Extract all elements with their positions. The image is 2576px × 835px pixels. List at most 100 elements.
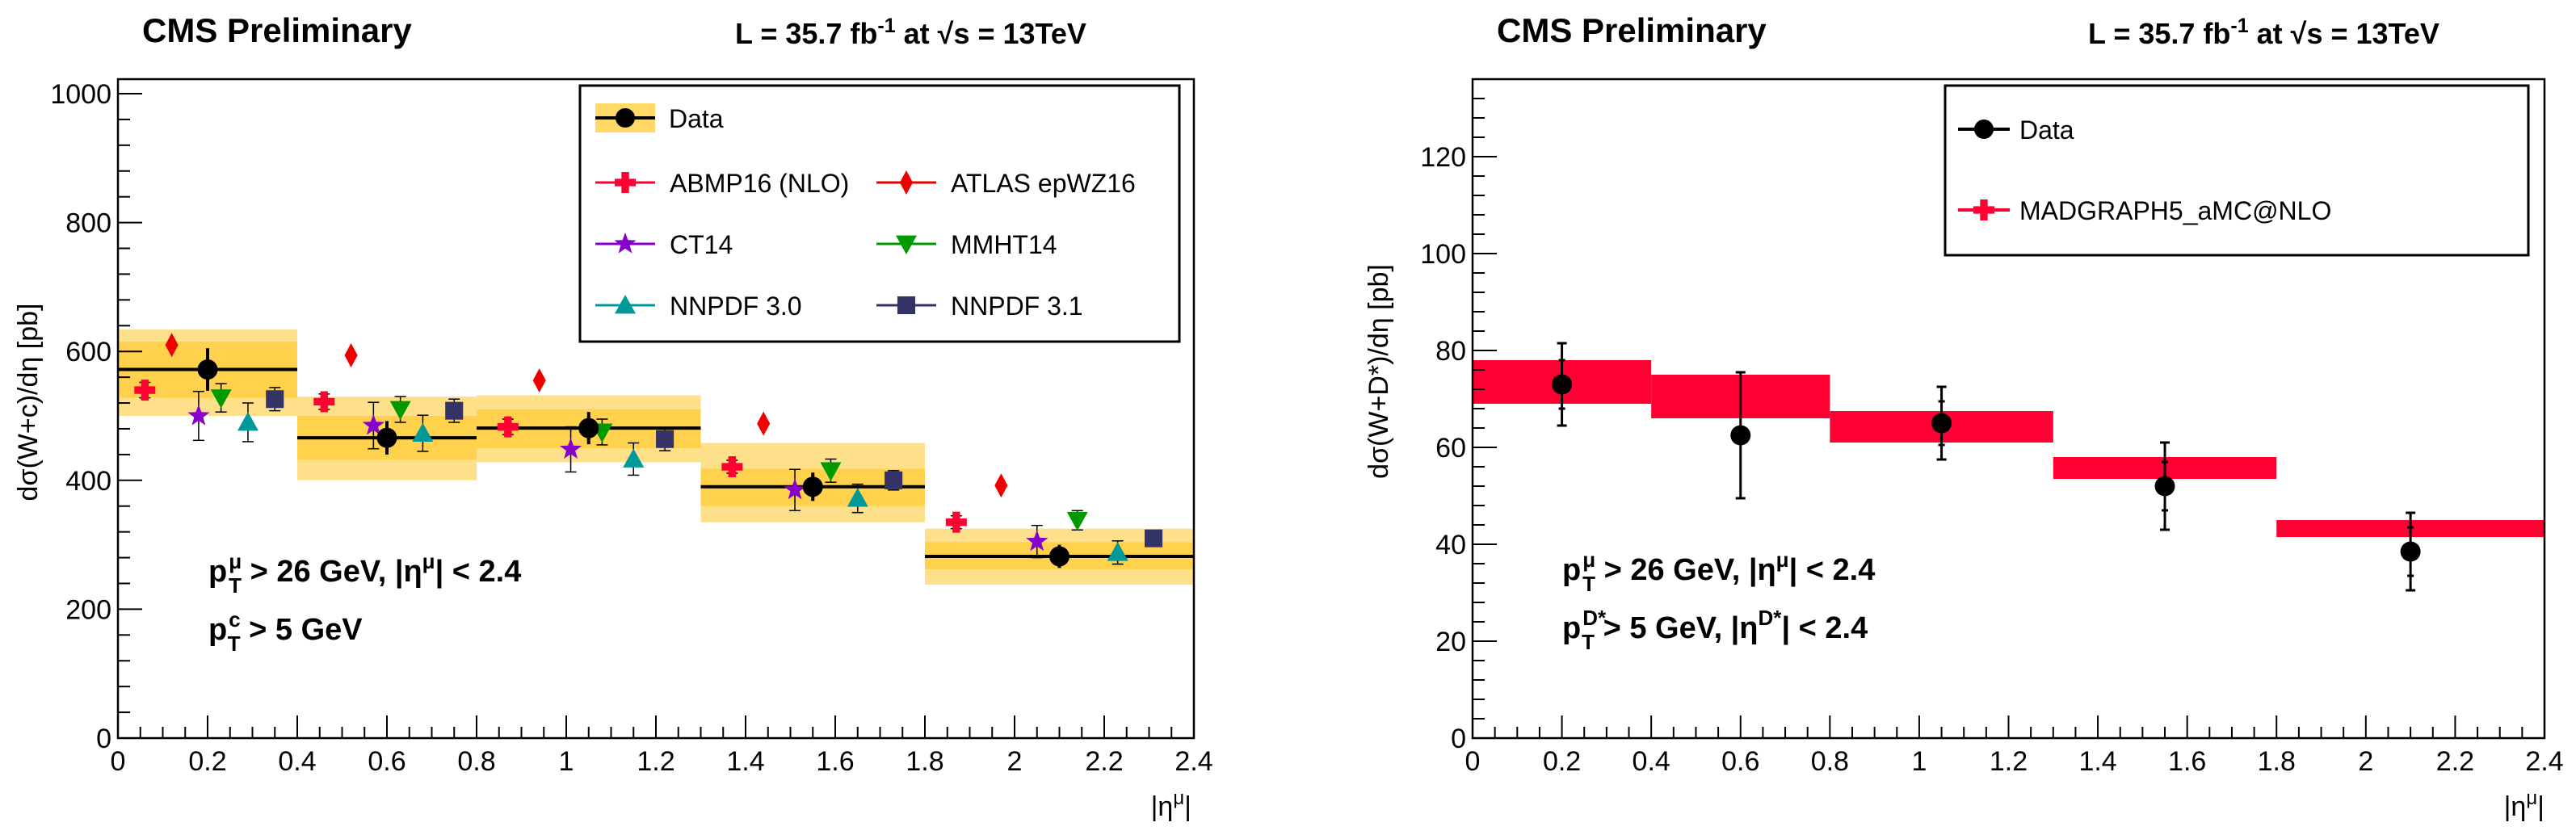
right-data-point — [1552, 374, 1573, 395]
left-legend-entry-marker — [897, 296, 916, 315]
right-plot-frame — [1471, 78, 2546, 740]
left-x-tick-label: 0.8 — [457, 746, 495, 777]
right-cut-line-1: pμ T > 26 GeV, |ημ| < 2.4 — [1562, 548, 1875, 596]
left-y-tick-label: 800 — [65, 208, 111, 239]
left-chart-marks — [134, 333, 1163, 569]
left-series-marker-triangle-up — [1107, 542, 1128, 561]
left-y-tick-labels: 0 200 400 600 800 1000 — [50, 79, 111, 754]
right-y-tick-label: 20 — [1435, 627, 1466, 657]
left-legend-entry-marker — [615, 295, 636, 314]
right-legend: Data MADGRAPH5_aMC@NLO — [1944, 84, 2530, 257]
left-legend-data-label: Data — [669, 104, 724, 133]
left-legend-entry-marker — [615, 172, 636, 193]
left-x-tick-label: 1.6 — [816, 746, 854, 777]
left-luminosity-label: L = 35.7 fb-1 at √s = 13TeV — [735, 15, 1086, 50]
right-chart-marks — [1552, 342, 2421, 592]
left-series-marker-diamond — [344, 343, 358, 367]
left-series-marker-triangle-up — [412, 422, 434, 442]
left-y-tick-label: 200 — [65, 594, 111, 625]
left-x-axis-label: |ημ| — [1151, 787, 1191, 822]
left-series-marker-cross — [313, 391, 335, 413]
right-x-tick-labels: 0 0.2 0.4 0.6 0.8 1 1.2 1.4 1.6 1.8 2 2.2 2.4 — [1465, 746, 2564, 777]
right-chart: CMS Preliminary L = 35.7 fb-1 at √s = 13… — [1364, 11, 2564, 822]
right-x-tick-label: 2 — [2358, 746, 2373, 777]
left-x-tick-label: 0.4 — [278, 746, 316, 777]
right-y-tick-label: 60 — [1435, 433, 1466, 464]
left-legend-entry-label: NNPDF 3.0 — [670, 292, 802, 321]
right-y-tick-label: 120 — [1420, 142, 1466, 173]
left-legend: Data ABMP16 (NLO) ATLAS epWZ16 CT14 MMHT14 N… — [578, 84, 1181, 343]
left-y-tick-label: 1000 — [50, 79, 111, 110]
right-x-tick-label: 1.8 — [2258, 746, 2296, 777]
left-series-marker-triangle-down — [1066, 511, 1088, 531]
left-y-axis-label: dσ(W+c)/dη [pb] — [13, 304, 44, 501]
right-y-axis-label: dσ(W+D*)/dη [pb] — [1364, 264, 1394, 479]
left-series-marker-diamond — [994, 473, 1008, 498]
left-legend-entry-label: NNPDF 3.1 — [951, 292, 1083, 321]
right-x-tick-label: 2.2 — [2436, 746, 2474, 777]
left-y-tick-label: 400 — [65, 466, 111, 497]
left-x-tick-label: 1.4 — [726, 746, 764, 777]
left-x-tick-label: 1 — [559, 746, 574, 777]
left-x-tick-labels: 0 0.2 0.4 0.6 0.8 1 1.2 1.4 1.6 1.8 2 2.2 2.4 — [111, 746, 1213, 777]
left-series-marker-square — [656, 430, 674, 448]
right-data-point — [2400, 541, 2421, 562]
left-legend-entry-marker — [896, 235, 917, 254]
left-legend-entries: ABMP16 (NLO) ATLAS epWZ16 CT14 MMHT14 NNPDF … — [595, 169, 1136, 321]
right-x-axis-label: |ημ| — [2504, 787, 2544, 822]
left-series-marker-square — [445, 401, 464, 420]
right-legend-box — [1944, 84, 2530, 257]
left-series-marker-square — [885, 471, 903, 489]
right-x-tick-label: 1.2 — [1990, 746, 2028, 777]
right-y-tick-label: 100 — [1420, 239, 1466, 270]
left-legend-entry-label: CT14 — [670, 230, 733, 259]
left-series-marker-triangle-down — [820, 462, 842, 481]
left-series-marker-star — [559, 438, 582, 459]
right-x-tick-label: 0.8 — [1811, 746, 1849, 777]
right-y-tick-label: 0 — [1451, 724, 1466, 754]
right-x-tick-label: 0.2 — [1543, 746, 1581, 777]
right-y-tick-labels: 0 20 40 60 80 100 120 — [1420, 142, 1466, 754]
left-series-marker-diamond — [165, 333, 179, 358]
left-series-marker-cross — [721, 456, 743, 478]
left-chart-title: CMS Preliminary — [142, 11, 412, 49]
left-x-tick-label: 2.4 — [1175, 746, 1212, 777]
right-x-tick-label: 0.4 — [1633, 746, 1670, 777]
left-x-tick-label: 0 — [111, 746, 126, 777]
right-data-point — [1931, 413, 1952, 434]
left-series-marker-triangle-up — [847, 488, 868, 507]
right-cut-line-2: pD* T > 5 GeV, |ηD*| < 2.4 — [1562, 606, 1868, 654]
right-legend-prediction-label: MADGRAPH5_aMC@NLO — [2019, 196, 2331, 225]
left-data-point — [197, 359, 218, 380]
left-legend-entry-label: ATLAS epWZ16 — [951, 169, 1136, 198]
right-luminosity-label: L = 35.7 fb-1 at √s = 13TeV — [2088, 15, 2439, 50]
left-series-marker-star — [187, 404, 210, 426]
right-data-point — [2154, 476, 2175, 497]
left-x-tick-label: 0.2 — [188, 746, 226, 777]
right-x-tick-label: 1 — [1911, 746, 1927, 777]
left-x-tick-label: 2.2 — [1085, 746, 1123, 777]
right-x-tick-label: 1.4 — [2078, 746, 2116, 777]
left-series-marker-star — [1026, 530, 1048, 552]
left-legend-entry-label: MMHT14 — [951, 230, 1057, 259]
left-legend-entry-label: ABMP16 (NLO) — [670, 169, 849, 198]
right-x-tick-label: 1.6 — [2168, 746, 2206, 777]
left-y-tick-label: 600 — [65, 337, 111, 367]
left-legend-entry-marker — [614, 232, 637, 254]
right-prediction-bands — [1473, 360, 2544, 537]
left-x-tick-label: 0.6 — [368, 746, 406, 777]
left-data-point — [376, 427, 397, 448]
left-x-tick-label: 2 — [1007, 746, 1023, 777]
left-data-point — [1049, 546, 1069, 567]
left-series-marker-star — [784, 478, 806, 500]
left-y-tick-label: 0 — [96, 724, 111, 754]
left-cut-line-2: pc T > 5 GeV — [208, 607, 363, 656]
left-series-marker-triangle-down — [389, 401, 411, 421]
right-x-tick-label: 0 — [1465, 746, 1481, 777]
left-series-marker-diamond — [532, 368, 546, 393]
right-x-tick-label: 0.6 — [1721, 746, 1759, 777]
left-series-marker-triangle-down — [210, 389, 232, 409]
right-chart-title: CMS Preliminary — [1497, 11, 1767, 49]
left-series-marker-square — [266, 390, 284, 409]
